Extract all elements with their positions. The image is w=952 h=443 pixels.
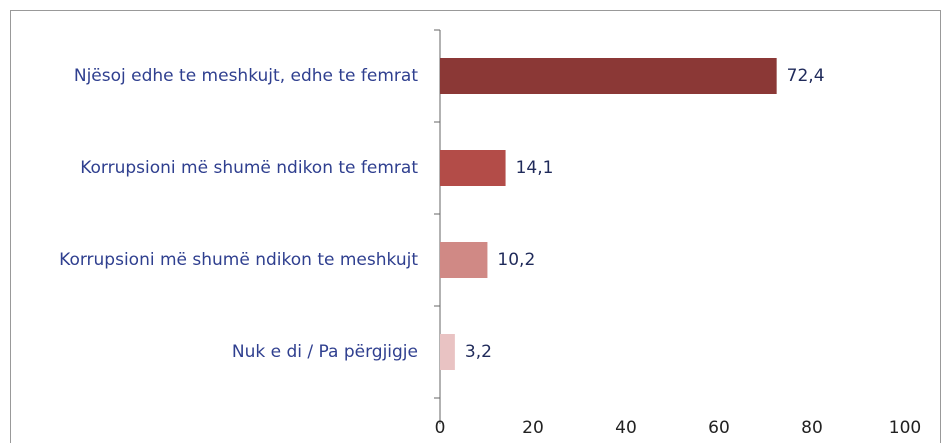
- x-tick-label: 20: [522, 418, 544, 438]
- bar: [440, 150, 506, 186]
- value-label: 72,4: [787, 66, 825, 86]
- bar: [440, 58, 777, 94]
- bar: [440, 334, 455, 370]
- value-label: 14,1: [516, 158, 554, 178]
- x-tick-label: 60: [708, 418, 730, 438]
- bar: [440, 242, 488, 278]
- value-label: 3,2: [465, 342, 492, 362]
- chart-frame: [10, 10, 941, 443]
- category-label: Një​soj edhe te meshkujt, edhe te femrat: [74, 66, 418, 86]
- x-tick-label: 40: [615, 418, 637, 438]
- x-tick-label: 100: [889, 418, 921, 438]
- value-label: 10,2: [497, 250, 535, 270]
- category-label: Korrupsioni më shumë ndikon te meshkujt: [59, 250, 418, 270]
- x-tick-label: 80: [801, 418, 823, 438]
- x-tick-label: 0: [435, 418, 446, 438]
- category-label: Korrupsioni më shumë ndikon te femrat: [80, 158, 418, 178]
- category-label: Nuk e di / Pa përgjigje: [232, 342, 418, 362]
